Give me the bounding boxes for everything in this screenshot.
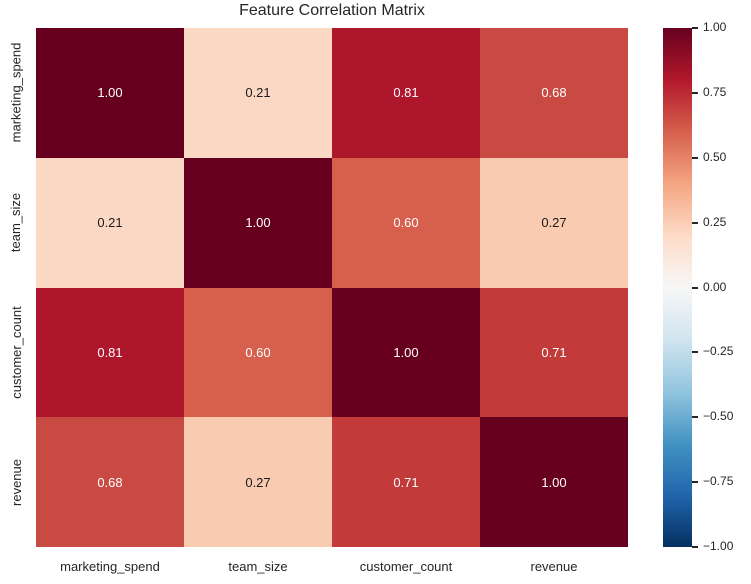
heatmap-cell-customer_count-team_size: 0.60 — [184, 287, 332, 418]
colorbar-tick-mark — [692, 351, 698, 354]
x-tick-label-marketing_spend: marketing_spend — [60, 559, 160, 574]
heatmap-cell-revenue-team_size: 0.27 — [184, 417, 332, 547]
colorbar-tick-text: 0.25 — [703, 214, 727, 229]
colorbar-tick-mark — [692, 27, 698, 29]
heatmap-grid: 1.00 0.21 0.81 0.68 0.21 1.00 0.60 0.27 0.81 0.60… — [36, 28, 628, 547]
colorbar-tick-text: −1.00 — [703, 539, 734, 553]
colorbar-gradient — [663, 28, 692, 547]
heatmap-cell-revenue-marketing_spend: 0.68 — [36, 417, 184, 547]
heatmap-cell-revenue-revenue: 1.00 — [480, 417, 628, 547]
colorbar-tick-text: −0.50 — [703, 409, 734, 424]
heatmap-cell-revenue-customer_count: 0.71 — [332, 417, 480, 547]
colorbar-tick-text: 0.00 — [703, 279, 727, 294]
heatmap-cell-customer_count-revenue: 0.71 — [480, 287, 628, 418]
colorbar-tick-mark — [692, 91, 698, 94]
colorbar-tick-text: −0.75 — [703, 474, 734, 489]
x-tick-label-revenue: revenue — [530, 559, 578, 574]
heatmap-cell-customer_count-customer_count: 1.00 — [332, 287, 480, 418]
heatmap-cell-team_size-customer_count: 0.60 — [332, 157, 480, 288]
y-tick-label-marketing_spend: marketing_spend — [8, 43, 24, 143]
colorbar-tick-mark — [692, 286, 698, 289]
heatmap-cell-marketing_spend-revenue: 0.68 — [480, 28, 628, 158]
x-tick-label-customer_count: customer_count — [359, 559, 453, 574]
colorbar-tick-mark — [692, 221, 698, 224]
colorbar-tick-text: 1.00 — [703, 20, 727, 34]
colorbar-tick-mark — [692, 416, 698, 419]
colorbar-tick-text: −0.25 — [703, 344, 734, 359]
x-axis-labels: marketing_spend team_size customer_count re… — [36, 559, 628, 574]
x-tick-label-team_size: team_size — [228, 559, 288, 574]
y-tick-label-revenue: revenue — [8, 458, 24, 506]
heatmap-cell-marketing_spend-customer_count: 0.81 — [332, 28, 480, 158]
heatmap-cell-customer_count-marketing_spend: 0.81 — [36, 287, 184, 418]
heatmap-cell-team_size-marketing_spend: 0.21 — [36, 157, 184, 288]
heatmap-cell-marketing_spend-team_size: 0.21 — [184, 28, 332, 158]
y-tick-label-team_size: team_size — [8, 193, 24, 253]
colorbar-tick-mark — [692, 481, 698, 484]
heatmap-cell-team_size-team_size: 1.00 — [184, 157, 332, 288]
colorbar-tick-text: 0.75 — [703, 84, 727, 99]
chart-title: Feature Correlation Matrix — [239, 2, 425, 19]
colorbar-tick-mark — [692, 546, 698, 548]
colorbar-tick-mark — [692, 156, 698, 159]
colorbar-tick-text: 0.50 — [703, 149, 727, 164]
heatmap-cell-team_size-revenue: 0.27 — [480, 157, 628, 288]
y-tick-label-customer_count: customer_count — [8, 306, 24, 399]
heatmap-cell-marketing_spend-marketing_spend: 1.00 — [36, 28, 184, 158]
colorbar-tick-labels: 1.00 0.75 0.50 0.25 0.00 −0.25 −0.50 −0.75 −1.00 — [692, 20, 751, 553]
